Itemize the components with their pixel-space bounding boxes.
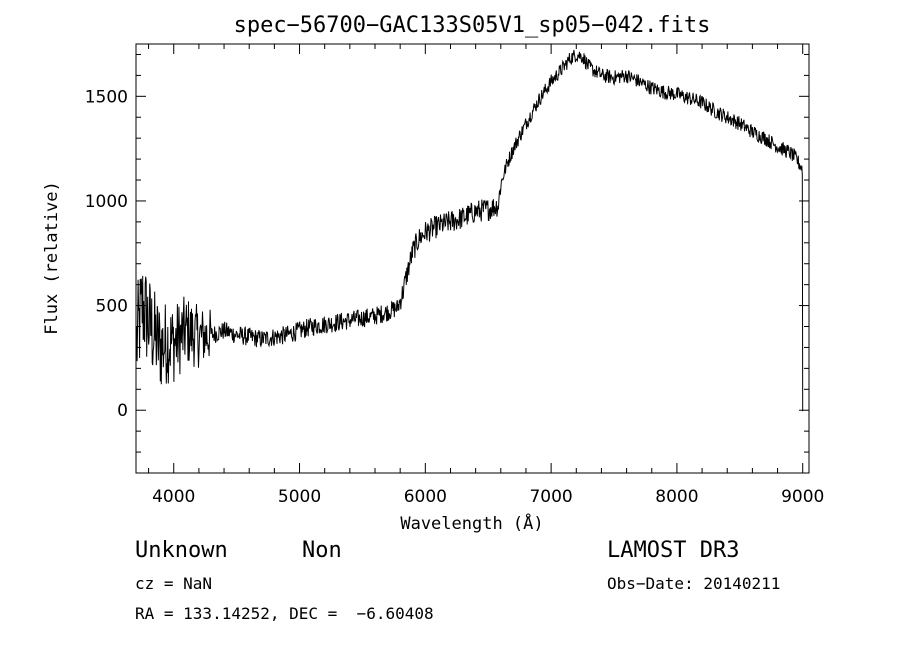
- coordinates-label: RA = 133.14252, DEC = −6.60408: [135, 604, 434, 623]
- y-tick-label: 1000: [85, 192, 128, 212]
- x-tick-label: 4000: [152, 487, 195, 507]
- redshift-label: cz = NaN: [135, 574, 213, 593]
- y-tick-label: 0: [117, 401, 128, 421]
- x-tick-label: 9000: [781, 487, 824, 507]
- x-tick-label: 7000: [529, 487, 572, 507]
- class-label: Unknown: [135, 538, 228, 563]
- tick-labels: 4000 5000 6000 7000 8000 9000 0 500 1000 1500: [85, 87, 825, 507]
- y-axis-title: Flux (relative): [42, 181, 62, 335]
- plot-frame: [135, 43, 810, 474]
- spectrum-series-line: [136, 49, 804, 412]
- chart-title: spec−56700−GAC133S05V1_sp05−042.fits: [234, 13, 711, 38]
- y-tick-label: 500: [96, 297, 128, 317]
- x-axis-title: Wavelength (Å): [400, 512, 543, 534]
- x-tick-label: 8000: [655, 487, 698, 507]
- axis-ticks: [136, 44, 809, 474]
- obs-date-label: Obs−Date: 20140211: [607, 574, 781, 593]
- x-tick-label: 5000: [278, 487, 321, 507]
- x-tick-label: 6000: [404, 487, 447, 507]
- subclass-label: Non: [302, 538, 342, 563]
- y-tick-label: 1500: [85, 87, 128, 107]
- survey-label: LAMOST DR3: [607, 538, 740, 563]
